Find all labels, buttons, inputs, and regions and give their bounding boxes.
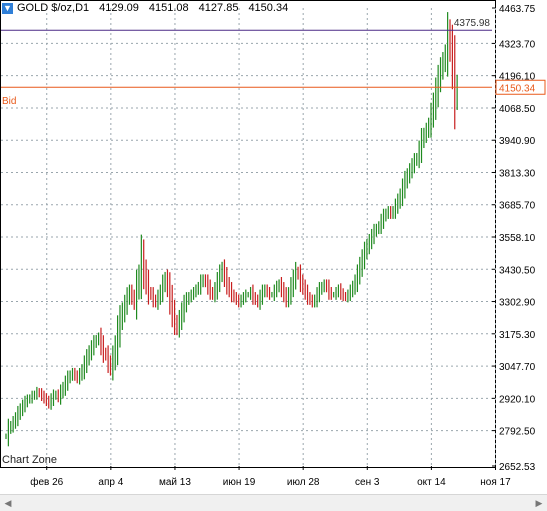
- scroll-left-icon[interactable]: ◀: [4, 498, 12, 508]
- bid-price-label: 4150.34: [499, 83, 536, 94]
- y-tick-label: 2792.50: [499, 427, 536, 438]
- y-tick-label: 3302.90: [499, 298, 536, 309]
- y-tick-label: 4323.70: [499, 39, 536, 50]
- y-tick-label: 3558.10: [499, 233, 536, 244]
- x-tick-label: июн 19: [223, 477, 256, 488]
- down-arrow-icon[interactable]: ▼: [2, 2, 13, 14]
- y-tick-label: 3175.30: [499, 330, 536, 341]
- symbol-label: GOLD $/oz,D1: [17, 2, 90, 14]
- y-tick-label: 4068.50: [499, 104, 536, 115]
- y-tick-label: 4463.75: [499, 4, 536, 15]
- low-value: 4127.85: [198, 2, 239, 14]
- y-tick-label: 3430.50: [499, 265, 536, 276]
- x-tick-label: окт 14: [417, 477, 446, 488]
- x-tick-label: фев 26: [30, 476, 63, 488]
- y-tick-label: 3940.90: [499, 136, 536, 147]
- y-tick-label: 2920.10: [499, 394, 536, 405]
- watermark: Chart Zone: [2, 454, 58, 466]
- bid-price-box: [495, 79, 546, 95]
- chart-header: ▼ GOLD $/oz,D1 4129.09 4151.08 4127.85 4…: [2, 2, 288, 14]
- y-tick-label: 3047.70: [499, 362, 536, 373]
- high-value: 4151.08: [148, 2, 189, 14]
- close-value: 4150.34: [248, 2, 289, 14]
- horizontal-scrollbar[interactable]: ◀ ▶: [0, 494, 547, 511]
- y-tick-label: 4196.10: [499, 72, 536, 83]
- high-level-label: 4375.98: [454, 18, 491, 29]
- y-tick-label: 2652.53: [499, 462, 536, 473]
- bid-line-label: Bid: [2, 96, 17, 107]
- y-tick-label: 3813.30: [499, 168, 536, 179]
- x-tick-label: июл 28: [287, 477, 320, 488]
- y-tick-label: 3685.70: [499, 201, 536, 212]
- x-tick-label: сен 3: [355, 477, 380, 488]
- x-tick-label: май 13: [159, 477, 191, 488]
- x-tick-label: ноя 17: [480, 477, 511, 488]
- scroll-right-icon[interactable]: ▶: [535, 498, 543, 508]
- open-value: 4129.09: [99, 2, 139, 14]
- x-tick-label: апр 4: [98, 477, 123, 488]
